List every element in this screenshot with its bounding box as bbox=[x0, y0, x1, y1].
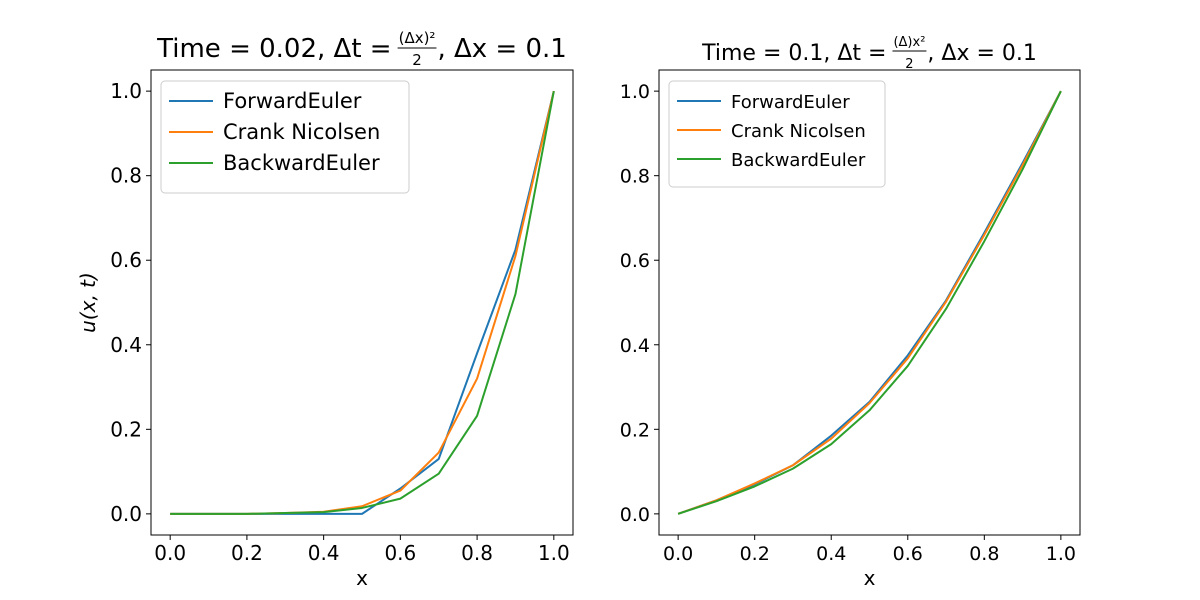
title-value: = 0.02, bbox=[221, 34, 325, 64]
legend-entry: Crank Nicolsen bbox=[731, 121, 866, 142]
y-tick-label: 1.0 bbox=[110, 79, 142, 103]
x-tick-label: 0.6 bbox=[893, 543, 923, 565]
y-tick-label: 0.2 bbox=[110, 417, 142, 441]
chart-title: Time = 0.1, Δt = bbox=[701, 41, 886, 66]
legend-entry: ForwardEuler bbox=[223, 89, 362, 113]
x-axis-label: x bbox=[864, 566, 876, 590]
x-tick-label: 0.0 bbox=[154, 541, 186, 565]
title-fraction-numerator: (Δ)x² bbox=[893, 35, 925, 50]
x-tick-label: 0.2 bbox=[231, 541, 263, 565]
chart-title: Time = 0.02, Δt = bbox=[156, 34, 391, 64]
x-tick-label: 0.0 bbox=[663, 543, 693, 565]
legend-entry: ForwardEuler bbox=[731, 92, 850, 113]
title-fraction-numerator: (Δx)² bbox=[399, 29, 436, 47]
x-tick-label: 0.6 bbox=[384, 541, 416, 565]
series-line-backwardeuler bbox=[677, 90, 1062, 515]
legend: ForwardEuler Crank Nicolsen BackwardEuler bbox=[160, 80, 410, 194]
title-fraction-denominator: 2 bbox=[905, 57, 913, 72]
chart-panel-2: 0.0 0.2 0.4 0.6 0.8 1.0 0.0 0.2 0.4 0.6 0.8 1.0 x Tim… bbox=[620, 35, 1081, 590]
title-value: = 0.1, bbox=[756, 41, 830, 66]
legend-box bbox=[668, 80, 886, 188]
title-dt-label: Δt = bbox=[830, 41, 886, 66]
x-tick-label: 0.8 bbox=[461, 541, 493, 565]
y-tick-label: 0.0 bbox=[110, 502, 142, 526]
title-suffix: , Δx = 0.1 bbox=[437, 34, 566, 64]
x-tick-label: 0.4 bbox=[816, 543, 846, 565]
x-axis-label: x bbox=[356, 566, 368, 590]
series-line-backwardeuler bbox=[170, 90, 555, 515]
title-dt-label: Δt = bbox=[325, 34, 391, 64]
legend-entry: BackwardEuler bbox=[223, 151, 380, 175]
y-tick-label: 0.4 bbox=[110, 333, 142, 357]
x-tick-label: 0.8 bbox=[969, 543, 999, 565]
plot-frame bbox=[658, 69, 1081, 536]
x-tick-label: 0.4 bbox=[308, 541, 340, 565]
y-tick-label: 1.0 bbox=[620, 81, 650, 103]
y-axis-label: u(x, t) bbox=[76, 272, 100, 333]
title-prefix: Time bbox=[701, 41, 756, 66]
x-tick-label: 1.0 bbox=[538, 541, 570, 565]
y-tick-label: 0.8 bbox=[110, 164, 142, 188]
y-tick-label: 0.6 bbox=[110, 248, 142, 272]
series-line-crank-nicolsen bbox=[677, 90, 1062, 515]
title-suffix: , Δx = 0.1 bbox=[927, 41, 1036, 66]
legend-entry: BackwardEuler bbox=[731, 150, 866, 171]
y-tick-label: 0.2 bbox=[620, 419, 650, 441]
legend: ForwardEuler Crank Nicolsen BackwardEuler bbox=[668, 80, 886, 188]
y-tick-label: 0.4 bbox=[620, 335, 650, 357]
y-tick-label: 0.0 bbox=[620, 504, 650, 526]
x-tick-label: 1.0 bbox=[1046, 543, 1076, 565]
y-tick-label: 0.6 bbox=[620, 250, 650, 272]
title-fraction-denominator: 2 bbox=[412, 51, 422, 69]
legend-box bbox=[160, 80, 410, 194]
chart-panel-1: 0.0 0.2 0.4 0.6 0.8 1.0 0.0 0.2 0.4 0.6 0.8 1.0 x u(x… bbox=[76, 29, 574, 590]
y-tick-label: 0.8 bbox=[620, 166, 650, 188]
x-tick-label: 0.2 bbox=[740, 543, 770, 565]
title-prefix: Time bbox=[156, 34, 221, 64]
plot-frame bbox=[150, 69, 574, 536]
legend-entry: Crank Nicolsen bbox=[223, 120, 380, 144]
